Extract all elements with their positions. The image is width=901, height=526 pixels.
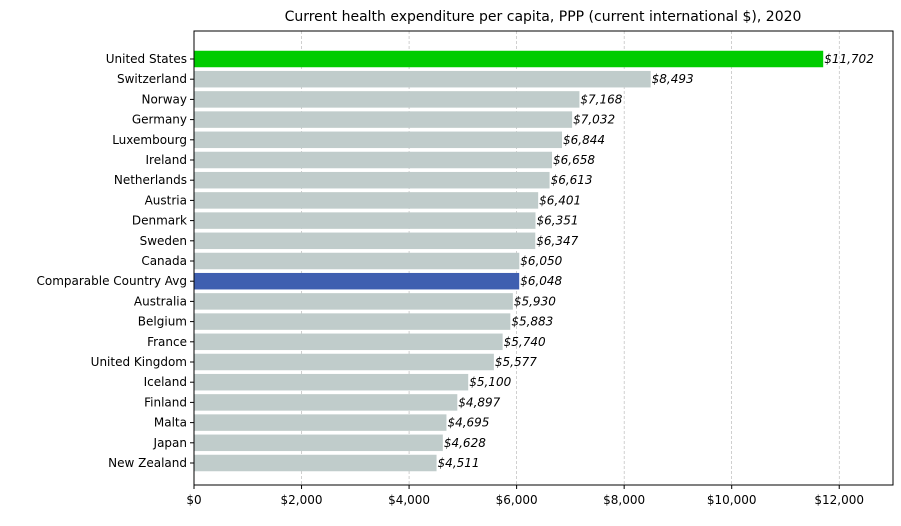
- bar: [194, 394, 458, 411]
- category-label: France: [147, 335, 187, 349]
- value-label: $6,050: [520, 254, 562, 268]
- value-label: $5,100: [469, 375, 511, 389]
- x-axis: $0 $2,000 $4,000 $6,000 $8,000 $10,000 $12,000: [186, 58, 864, 507]
- value-label: $7,032: [573, 113, 615, 127]
- bar: [194, 111, 573, 128]
- bar: [194, 333, 503, 351]
- value-label: $5,577: [495, 355, 537, 369]
- x-tick-label: $2,000: [281, 493, 323, 507]
- category-label: Canada: [141, 254, 187, 268]
- plot-frame: [193, 30, 894, 486]
- category-label: Iceland: [144, 375, 187, 389]
- bar: [194, 353, 494, 371]
- value-label: $4,628: [444, 436, 486, 450]
- value-label: $7,168: [580, 92, 622, 106]
- bars: [194, 50, 824, 472]
- category-label: Denmark: [132, 214, 187, 228]
- value-label: $5,930: [514, 294, 556, 308]
- x-tick-label: $0: [186, 493, 201, 507]
- bar: [194, 373, 469, 391]
- bar: [194, 313, 511, 330]
- bar: [194, 232, 536, 250]
- bar: [194, 70, 651, 88]
- x-tick-label: $8,000: [603, 493, 645, 507]
- value-label: $5,883: [511, 315, 553, 329]
- value-label: $11,702: [824, 52, 874, 66]
- category-label: Japan: [153, 436, 187, 450]
- category-label: United States: [106, 52, 187, 66]
- category-label: Belgium: [138, 315, 187, 329]
- category-label: Finland: [144, 395, 187, 409]
- value-label: $4,897: [458, 395, 500, 409]
- bar: [194, 151, 552, 169]
- value-label: $6,347: [536, 234, 578, 248]
- value-label: $4,695: [447, 416, 489, 430]
- x-tick-label: $12,000: [814, 493, 864, 507]
- value-labels: $11,702 $8,493 $7,168 $7,032 $6,844 $6,658 $6,…: [438, 52, 874, 470]
- chart-title: Current health expenditure per capita, P…: [285, 9, 802, 25]
- category-label: Germany: [132, 113, 187, 127]
- category-labels: United States Switzerland Norway Germany Lux…: [36, 52, 187, 470]
- category-label: Ireland: [145, 153, 187, 167]
- value-label: $5,740: [504, 335, 546, 349]
- value-label: $8,493: [652, 72, 694, 86]
- bar: [194, 192, 539, 209]
- category-label: Norway: [141, 92, 187, 106]
- category-label: Switzerland: [117, 72, 187, 86]
- bar: [194, 252, 520, 270]
- value-label: $6,844: [563, 133, 605, 147]
- bar: [194, 131, 562, 149]
- value-label: $6,401: [539, 193, 581, 207]
- bar: [194, 212, 536, 229]
- category-label: New Zealand: [108, 456, 187, 470]
- category-label: Sweden: [140, 234, 187, 248]
- value-label: $4,511: [438, 456, 480, 470]
- category-label: Austria: [145, 193, 187, 207]
- category-label: Luxembourg: [112, 133, 187, 147]
- category-label: United Kingdom: [91, 355, 187, 369]
- bar: [194, 434, 443, 452]
- category-label: Australia: [134, 294, 187, 308]
- bar: [194, 171, 550, 189]
- value-label: $6,351: [536, 214, 578, 228]
- x-tick-label: $4,000: [388, 493, 430, 507]
- bar: [194, 91, 580, 108]
- x-tick-label: $10,000: [707, 493, 757, 507]
- bar: [194, 414, 447, 431]
- bar: [194, 50, 824, 68]
- category-label: Malta: [154, 416, 187, 430]
- value-label: $6,613: [551, 173, 593, 187]
- category-label: Comparable Country Avg: [36, 274, 187, 288]
- x-tick-label: $6,000: [496, 493, 538, 507]
- bar: [194, 454, 437, 472]
- bar: [194, 293, 513, 310]
- value-label: $6,658: [553, 153, 595, 167]
- category-label: Netherlands: [114, 173, 187, 187]
- bar: [194, 272, 520, 290]
- value-label: $6,048: [520, 274, 562, 288]
